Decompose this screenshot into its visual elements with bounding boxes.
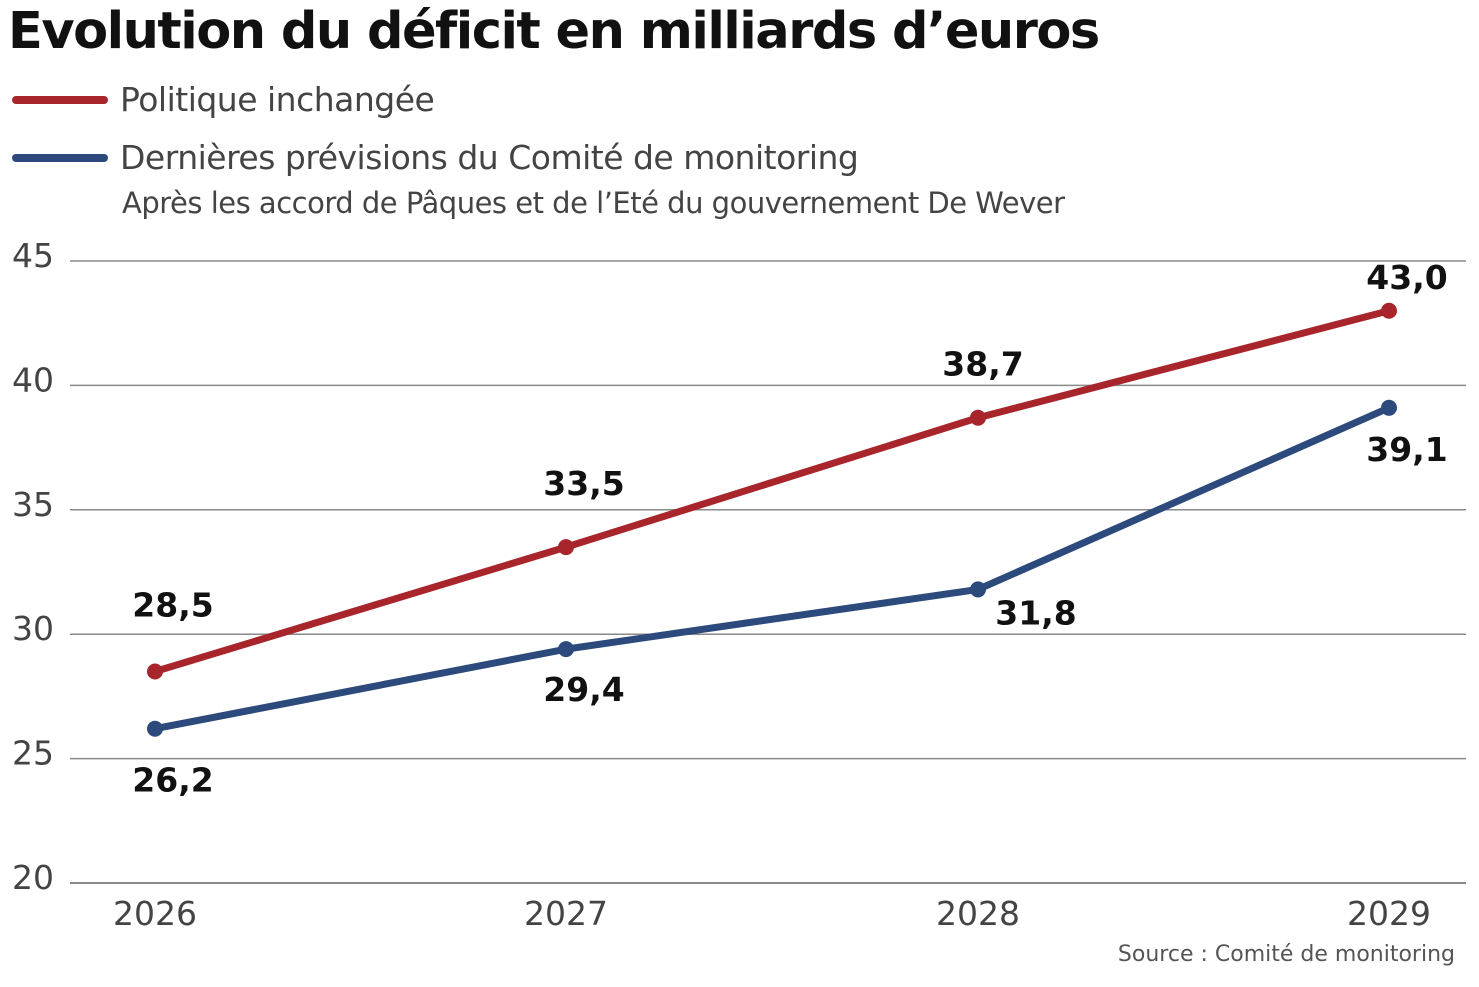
data-label: 29,4 <box>543 670 624 709</box>
x-tick-label: 2029 <box>1347 894 1431 933</box>
y-tick-label: 40 <box>12 360 54 399</box>
chart-title: Evolution du déficit en milliards d’euro… <box>8 2 1100 61</box>
legend-label: Politique inchangée <box>120 80 435 119</box>
data-point <box>558 641 574 658</box>
legend-label: Dernières prévisions du Comité de monito… <box>120 138 859 177</box>
data-point <box>147 720 163 737</box>
series-line-1 <box>154 404 1391 733</box>
data-label: 28,5 <box>132 586 213 625</box>
data-point <box>1381 302 1397 319</box>
data-point <box>970 581 986 598</box>
y-tick-label: 25 <box>12 734 54 773</box>
legend-swatch-red <box>12 95 108 104</box>
legend-swatch-blue <box>12 153 108 162</box>
legend-item-politique-inchangee: Politique inchangée <box>12 80 435 119</box>
y-tick-label: 35 <box>12 485 54 524</box>
y-tick-label: 45 <box>12 236 54 275</box>
data-label: 31,8 <box>995 593 1076 632</box>
data-point <box>147 663 163 680</box>
data-label: 38,7 <box>942 345 1023 384</box>
series-line-0 <box>153 307 1390 675</box>
source-note: Source : Comité de monitoring <box>1117 942 1455 967</box>
data-label: 43,0 <box>1366 258 1447 297</box>
legend-item-comite: Dernières prévisions du Comité de monito… <box>12 138 859 177</box>
x-tick-label: 2028 <box>936 894 1020 933</box>
data-label: 33,5 <box>543 464 624 503</box>
y-tick-label: 20 <box>12 858 54 897</box>
data-point <box>970 409 986 426</box>
data-label: 26,2 <box>132 761 213 800</box>
y-tick-label: 30 <box>12 609 54 648</box>
x-tick-label: 2026 <box>113 894 197 933</box>
data-point <box>558 539 574 556</box>
x-tick-label: 2027 <box>524 894 608 933</box>
chart-subtitle: Après les accord de Pâques et de l’Eté d… <box>122 186 1065 220</box>
data-label: 39,1 <box>1366 430 1447 469</box>
data-point <box>1381 399 1397 416</box>
